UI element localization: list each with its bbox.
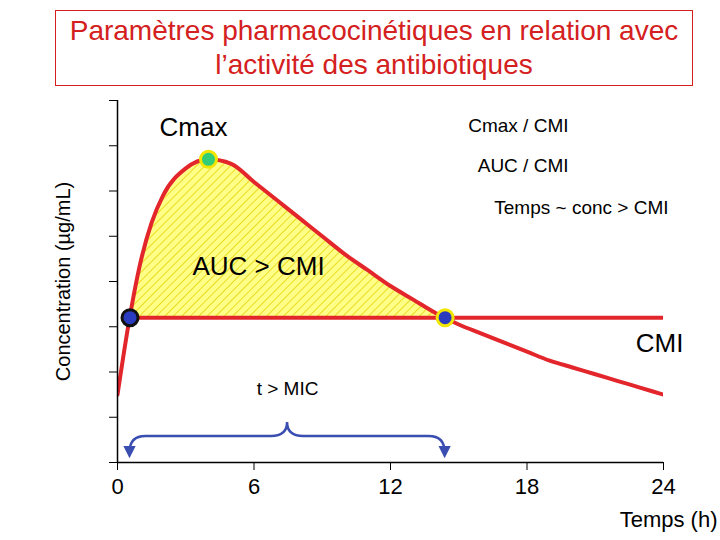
svg-text:Cmax / CMI: Cmax / CMI (468, 115, 568, 136)
svg-text:t > MIC: t > MIC (257, 378, 319, 399)
svg-text:24: 24 (651, 474, 675, 499)
html-text:Paramètres pharmacocinétiques: Paramètres pharmacocinétiques en relatio… (69, 15, 679, 80)
svg-text:12: 12 (378, 474, 402, 499)
svg-text:AUC / CMI: AUC / CMI (478, 155, 569, 176)
svg-text:6: 6 (248, 474, 260, 499)
svg-text:18: 18 (515, 474, 539, 499)
svg-text:AUC > CMI: AUC > CMI (192, 251, 324, 281)
svg-text:Temps ~ conc > CMI: Temps ~ conc > CMI (494, 197, 668, 218)
svg-text:Cmax: Cmax (160, 112, 228, 142)
svg-text:Temps (h): Temps (h) (620, 507, 718, 532)
svg-text:Concentration (µg/mL): Concentration (µg/mL) (52, 182, 74, 381)
svg-text:CMI: CMI (636, 328, 684, 358)
svg-text:0: 0 (111, 474, 123, 499)
